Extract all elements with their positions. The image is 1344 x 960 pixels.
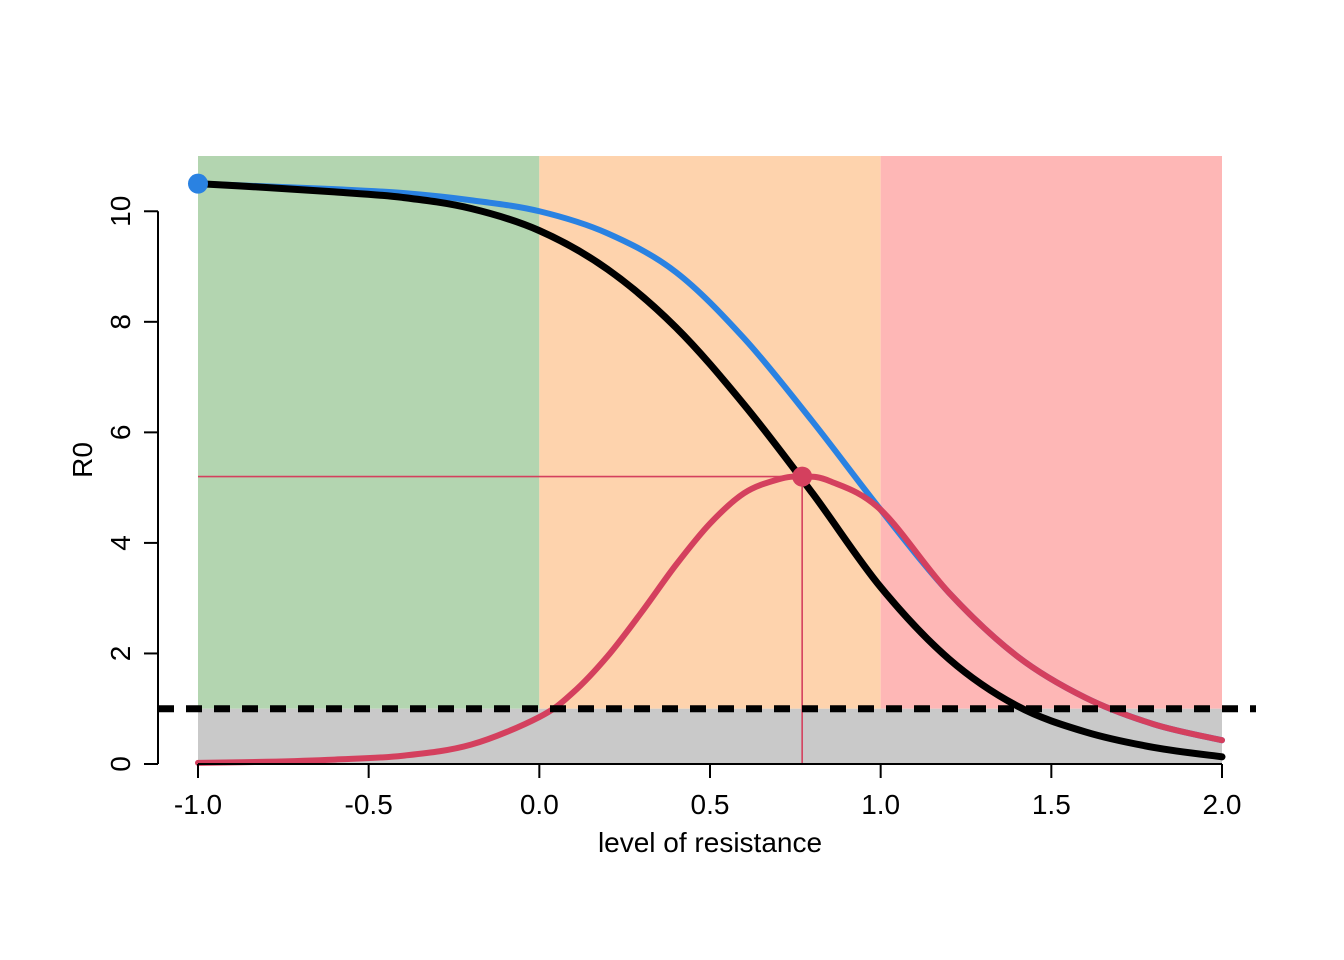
y-tick-label: 10 bbox=[105, 196, 136, 227]
x-tick-label: -0.5 bbox=[345, 789, 393, 820]
background-band-1 bbox=[539, 156, 881, 709]
x-tick-label: 2.0 bbox=[1203, 789, 1242, 820]
x-tick-label: 0.5 bbox=[691, 789, 730, 820]
axes-group: -1.0 -0.5 0.0 0.5 1.0 1.5 2.0 0 2 4 6 8 10 bbox=[105, 196, 1241, 820]
markers-group bbox=[188, 173, 813, 487]
y-axis-label: R0 bbox=[67, 442, 98, 478]
x-tick-label: 0.0 bbox=[520, 789, 559, 820]
series-group bbox=[194, 180, 1226, 766]
peak-guide-lines bbox=[198, 475, 803, 764]
background-band-3 bbox=[198, 708, 1222, 764]
x-tick-label: 1.5 bbox=[1032, 789, 1071, 820]
start-marker bbox=[188, 173, 208, 194]
y-tick-label: 4 bbox=[105, 535, 136, 551]
y-tick-label: 8 bbox=[105, 314, 136, 330]
peak-marker bbox=[792, 466, 813, 487]
background-band-2 bbox=[880, 156, 1222, 709]
y-tick-label: 2 bbox=[105, 646, 136, 662]
y-tick-label: 0 bbox=[105, 756, 136, 772]
background-band-0 bbox=[198, 156, 540, 709]
x-tick-label: 1.0 bbox=[861, 789, 900, 820]
red-series-line bbox=[195, 473, 1225, 766]
black-series-line bbox=[194, 180, 1226, 761]
x-axis-label: level of resistance bbox=[598, 827, 822, 858]
background-bands bbox=[198, 156, 1222, 764]
x-tick-label: -1.0 bbox=[174, 789, 222, 820]
y-tick-label: 6 bbox=[105, 425, 136, 441]
